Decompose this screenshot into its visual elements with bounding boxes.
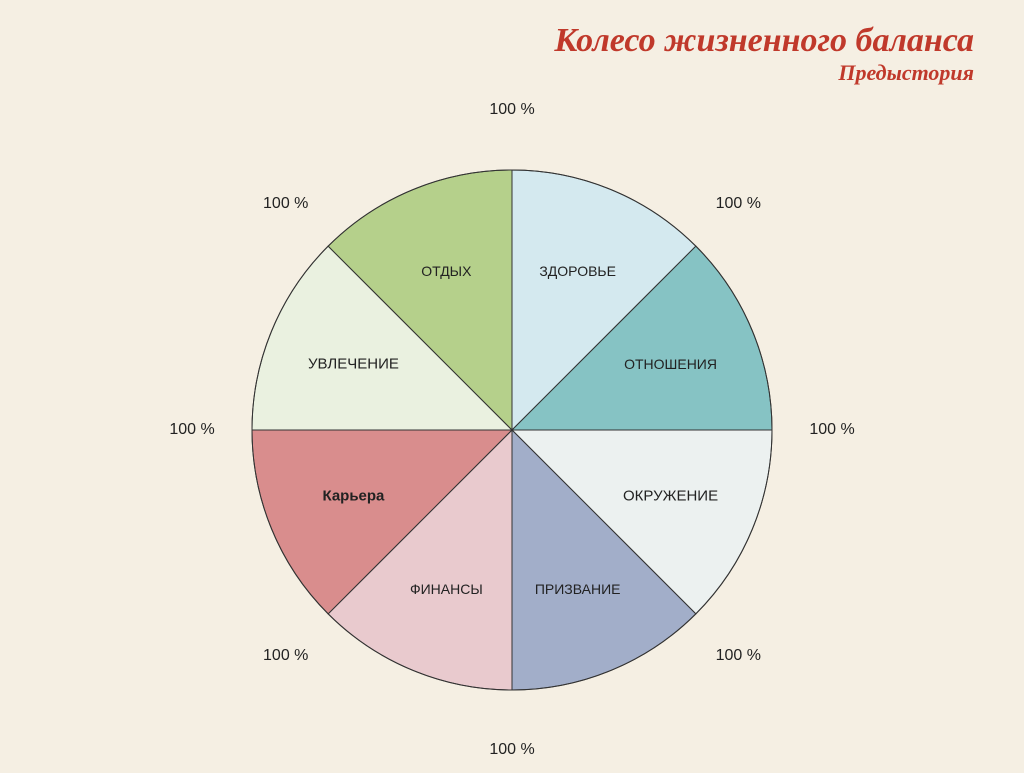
wheel-chart: ЗДОРОВЬЕ 100 % ОТНОШЕНИЯ 100 % ОКРУЖЕНИЕ 100 … (0, 0, 1024, 768)
slice-label: ФИНАНСЫ (410, 581, 483, 597)
outer-percent-label: 100 % (809, 421, 854, 439)
outer-percent-label: 100 % (263, 647, 308, 665)
outer-percent-label: 100 % (716, 195, 761, 213)
slice-label: ОКРУЖЕНИЕ (623, 487, 718, 504)
outer-percent-label: 100 % (489, 741, 534, 759)
slice-label: ОТНОШЕНИЯ (624, 356, 717, 372)
slice-label: ЗДОРОВЬЕ (539, 263, 616, 279)
outer-percent-label: 100 % (489, 101, 534, 119)
outer-percent-label: 100 % (169, 421, 214, 439)
outer-percent-label: 100 % (716, 647, 761, 665)
slice-label: Карьера (322, 487, 384, 504)
slice-label: ПРИЗВАНИЕ (535, 581, 621, 597)
slice-label: УВЛЕЧЕНИЕ (308, 356, 399, 373)
outer-percent-label: 100 % (263, 195, 308, 213)
slice-label: ОТДЫХ (421, 263, 471, 279)
